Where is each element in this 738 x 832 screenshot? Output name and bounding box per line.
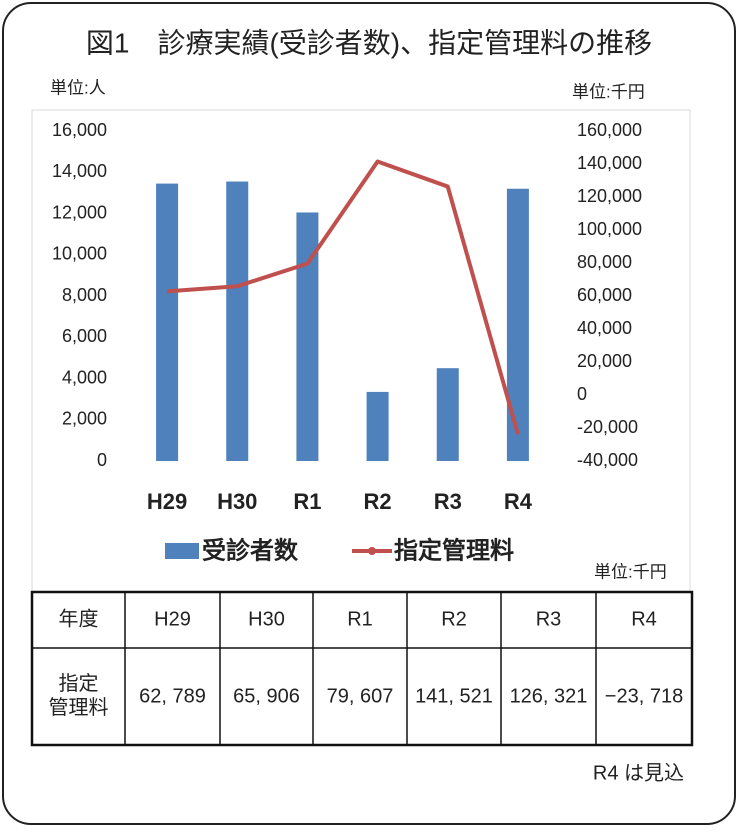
legend-label: 指定管理料 <box>394 536 514 564</box>
x-tick-label: H30 <box>217 489 257 514</box>
y2-tick-label: 80,000 <box>577 252 632 272</box>
table-header: H30 <box>248 608 285 630</box>
table-header: R4 <box>631 608 657 630</box>
table-header: H29 <box>154 608 191 630</box>
table-cell: 79, 607 <box>327 685 394 707</box>
y-tick-label: 16,000 <box>52 120 107 140</box>
x-tick-label: H29 <box>147 489 187 514</box>
y-tick-label: 2,000 <box>62 409 107 429</box>
y2-axis-unit: 単位:千円 <box>572 82 645 101</box>
y-tick-label: 6,000 <box>62 326 107 346</box>
table-header: R1 <box>347 608 373 630</box>
bar <box>436 368 459 461</box>
note: R4 は見込 <box>593 761 684 784</box>
y2-tick-label: -40,000 <box>577 450 638 470</box>
y-tick-label: 14,000 <box>52 161 107 181</box>
x-tick-label: R1 <box>293 489 321 514</box>
bar <box>366 391 389 461</box>
table-frame <box>30 590 694 747</box>
y2-tick-label: 20,000 <box>577 351 632 371</box>
y2-tick-label: 40,000 <box>577 318 632 338</box>
table-cell: 62, 789 <box>139 685 206 707</box>
bar <box>156 183 179 461</box>
x-tick-label: R4 <box>504 489 533 514</box>
y2-tick-label: -20,000 <box>577 417 638 437</box>
y2-tick-label: 60,000 <box>577 285 632 305</box>
chart-title: 図1 診療実績(受診者数)、指定管理料の推移 <box>86 27 652 58</box>
y2-tick-label: 140,000 <box>577 153 642 173</box>
y-axis-unit: 単位:人 <box>50 78 106 97</box>
y2-tick-label: 160,000 <box>577 120 642 140</box>
table-header: R2 <box>441 608 467 630</box>
y-tick-label: 4,000 <box>62 367 107 387</box>
table-cell: 141, 521 <box>415 685 493 707</box>
table-header: 年度 <box>59 607 99 630</box>
table-header: R3 <box>536 608 562 630</box>
y-tick-label: 0 <box>97 450 107 470</box>
line <box>166 159 520 435</box>
table-cell: 126, 321 <box>510 685 588 707</box>
legend-swatch <box>165 543 199 559</box>
x-tick-label: R2 <box>364 489 392 514</box>
legend-swatch <box>368 547 376 555</box>
bar <box>226 181 249 461</box>
y2-tick-label: 120,000 <box>577 186 642 206</box>
table-cell: 65, 906 <box>233 685 300 707</box>
y2-tick-label: 100,000 <box>577 219 642 239</box>
x-tick-label: R3 <box>434 489 462 514</box>
y2-tick-label: 0 <box>577 384 587 404</box>
bar <box>296 212 319 461</box>
y-tick-label: 8,000 <box>62 285 107 305</box>
legend-label: 受診者数 <box>202 536 299 564</box>
bar <box>506 188 529 461</box>
table-unit: 単位:千円 <box>594 562 667 581</box>
table-row-header: 指定管理料 <box>49 672 109 719</box>
y-tick-label: 12,000 <box>52 202 107 222</box>
table-cell: −23, 718 <box>605 685 683 707</box>
y-tick-label: 10,000 <box>52 244 107 264</box>
